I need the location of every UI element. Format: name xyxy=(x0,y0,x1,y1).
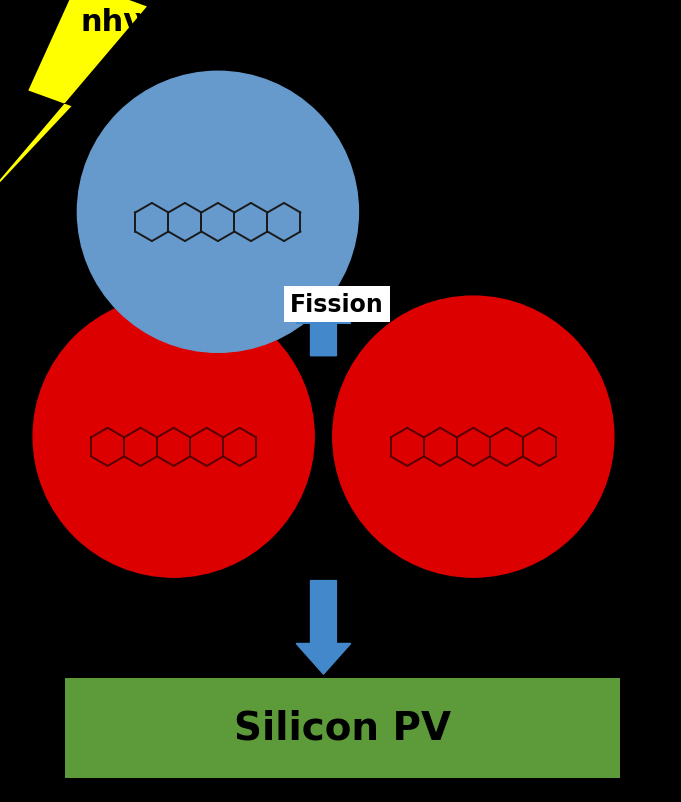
Polygon shape xyxy=(0,0,196,209)
Circle shape xyxy=(33,297,314,577)
Text: Silicon PV: Silicon PV xyxy=(234,709,451,747)
Text: nhν: nhν xyxy=(80,8,144,37)
FancyBboxPatch shape xyxy=(65,678,620,778)
Text: Fission: Fission xyxy=(290,293,384,317)
Circle shape xyxy=(78,72,358,353)
Circle shape xyxy=(333,297,614,577)
FancyArrow shape xyxy=(296,294,351,356)
FancyArrow shape xyxy=(296,581,351,674)
